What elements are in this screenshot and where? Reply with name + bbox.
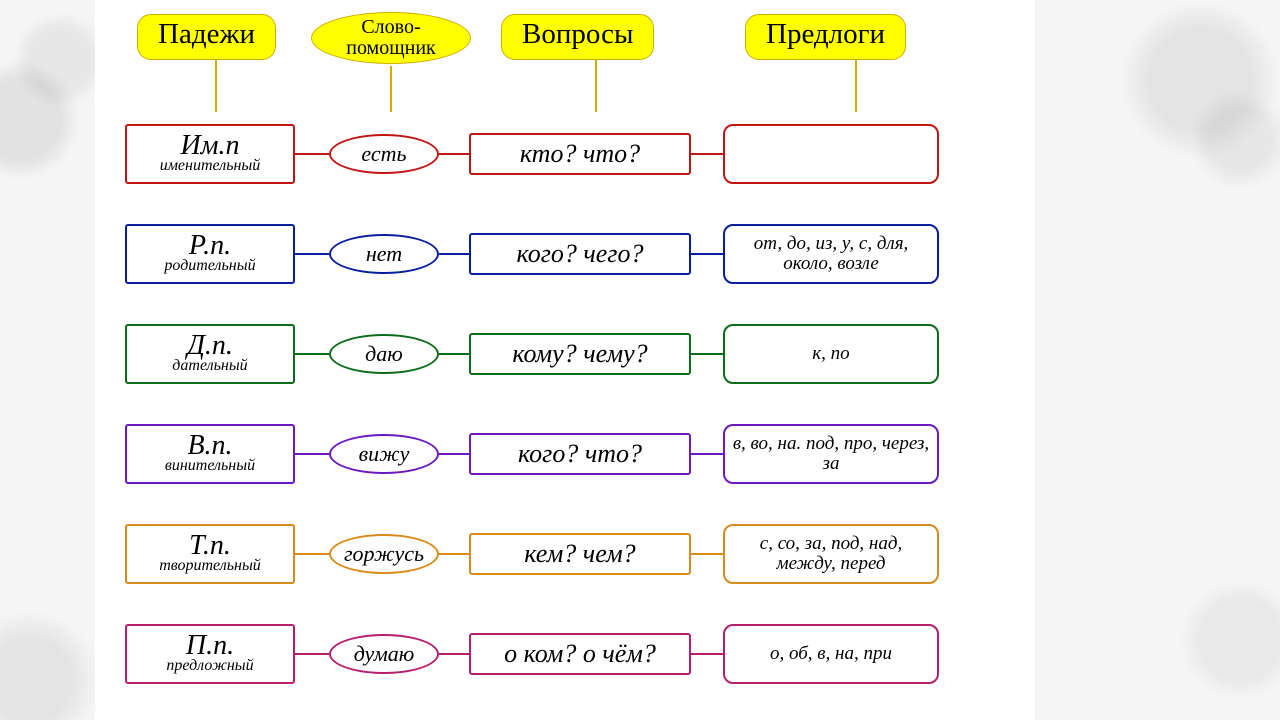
helper-word: нет bbox=[329, 234, 439, 274]
prepositions-box bbox=[723, 124, 939, 184]
case-full: предложный bbox=[166, 657, 253, 675]
case-abbr: В.п. bbox=[187, 433, 232, 458]
header-stem-helper bbox=[390, 66, 392, 112]
header-helper-line2: помощник bbox=[346, 37, 436, 59]
header-questions: Вопросы bbox=[501, 14, 654, 60]
question-box: кто? что? bbox=[469, 133, 691, 175]
prepositions-box: с, со, за, под, над, между, перед bbox=[723, 524, 939, 584]
connector bbox=[439, 453, 469, 455]
case-abbr: Р.п. bbox=[189, 233, 231, 258]
connector bbox=[439, 153, 469, 155]
header-stem-questions bbox=[595, 60, 597, 112]
header-prepositions: Предлоги bbox=[745, 14, 906, 60]
prepositions-box: в, во, на. под, про, через, за bbox=[723, 424, 939, 484]
connector bbox=[691, 353, 723, 355]
case-full: родительный bbox=[164, 257, 255, 275]
case-row: В.п. винительный вижу кого? что? в, во, … bbox=[125, 422, 1005, 486]
connector bbox=[691, 253, 723, 255]
case-name-box: В.п. винительный bbox=[125, 424, 295, 484]
prepositions-box: к, по bbox=[723, 324, 939, 384]
case-name-box: Т.п. творительный bbox=[125, 524, 295, 584]
connector bbox=[691, 453, 723, 455]
connector bbox=[295, 353, 329, 355]
connector bbox=[295, 253, 329, 255]
header-helper: Слово- помощник bbox=[311, 12, 471, 64]
header-stem-preps bbox=[855, 60, 857, 112]
case-row: Т.п. творительный горжусь кем? чем? с, с… bbox=[125, 522, 1005, 586]
rows-container: Им.п именительный есть кто? что? Р.п. ро… bbox=[125, 122, 1005, 686]
connector bbox=[439, 553, 469, 555]
helper-word: вижу bbox=[329, 434, 439, 474]
prepositions-box: о, об, в, на, при bbox=[723, 624, 939, 684]
cases-table-card: Падежи Слово- помощник Вопросы Предлоги … bbox=[95, 0, 1035, 720]
case-abbr: П.п. bbox=[186, 633, 234, 658]
case-abbr: Д.п. bbox=[187, 333, 233, 358]
connector bbox=[691, 653, 723, 655]
question-box: кого? что? bbox=[469, 433, 691, 475]
connector bbox=[691, 153, 723, 155]
connector bbox=[439, 253, 469, 255]
case-name-box: Р.п. родительный bbox=[125, 224, 295, 284]
question-box: кем? чем? bbox=[469, 533, 691, 575]
connector bbox=[439, 353, 469, 355]
case-name-box: Им.п именительный bbox=[125, 124, 295, 184]
header-cases: Падежи bbox=[137, 14, 276, 60]
case-name-box: П.п. предложный bbox=[125, 624, 295, 684]
helper-word: даю bbox=[329, 334, 439, 374]
helper-word: думаю bbox=[329, 634, 439, 674]
prepositions-box: от, до, из, у, с, для, около, возле bbox=[723, 224, 939, 284]
connector bbox=[295, 653, 329, 655]
question-box: кого? чего? bbox=[469, 233, 691, 275]
helper-word: горжусь bbox=[329, 534, 439, 574]
case-full: именительный bbox=[160, 157, 261, 175]
case-full: винительный bbox=[165, 457, 255, 475]
case-row: Им.п именительный есть кто? что? bbox=[125, 122, 1005, 186]
case-abbr: Им.п bbox=[180, 133, 239, 158]
case-name-box: Д.п. дательный bbox=[125, 324, 295, 384]
question-box: о ком? о чём? bbox=[469, 633, 691, 675]
connector bbox=[295, 553, 329, 555]
case-full: творительный bbox=[159, 557, 261, 575]
case-full: дательный bbox=[172, 357, 247, 375]
helper-word: есть bbox=[329, 134, 439, 174]
header-helper-line1: Слово- bbox=[361, 16, 420, 38]
case-abbr: Т.п. bbox=[189, 533, 231, 558]
case-row: Д.п. дательный даю кому? чему? к, по bbox=[125, 322, 1005, 386]
header-stem-cases bbox=[215, 60, 217, 112]
connector bbox=[439, 653, 469, 655]
case-row: Р.п. родительный нет кого? чего? от, до,… bbox=[125, 222, 1005, 286]
connector bbox=[691, 553, 723, 555]
header-row: Падежи Слово- помощник Вопросы Предлоги bbox=[125, 14, 1005, 84]
connector bbox=[295, 153, 329, 155]
case-row: П.п. предложный думаю о ком? о чём? о, о… bbox=[125, 622, 1005, 686]
connector bbox=[295, 453, 329, 455]
question-box: кому? чему? bbox=[469, 333, 691, 375]
